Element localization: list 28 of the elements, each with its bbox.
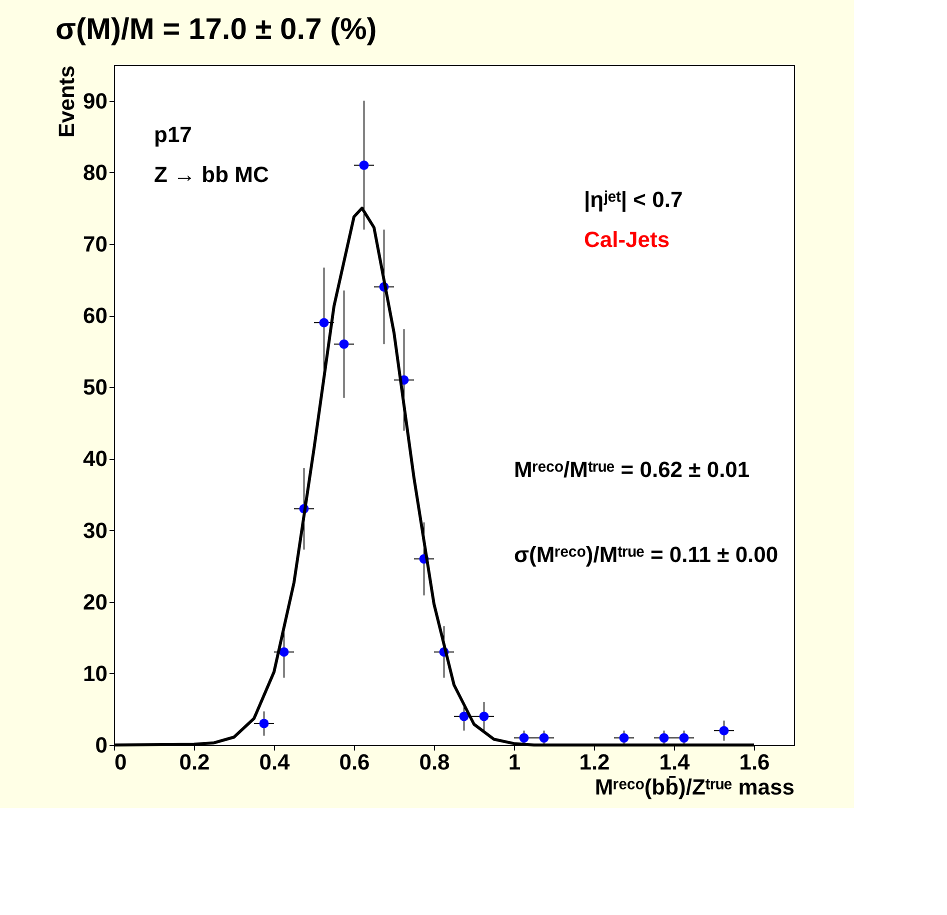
x-tick-label: 1 [508,750,521,774]
x-tick-label: 0.6 [339,750,370,774]
annotation: σ(Mʳᵉᶜᵒ)/Mᵗʳᵘᵉ = 0.11 ± 0.00 [514,542,778,567]
chart-title: σ(M)/M = 17.0 ± 0.7 (%) [56,13,377,46]
y-tick-label: 10 [83,660,108,686]
y-tick-label: 50 [83,374,108,400]
y-tick-label: 80 [83,160,108,185]
y-axis-title: Events [54,66,80,138]
annotation: |ηʲᵉᵗ| < 0.7 [584,187,683,212]
x-tick-label: 1.2 [579,750,610,774]
annotation: p17 [154,122,192,147]
x-axis-title: Mʳᵉᶜᵒ(bb̄)/Zᵗʳᵘᵉ mass [594,774,794,800]
y-tick-label: 40 [83,446,108,472]
y-tick-label: 20 [83,589,108,614]
y-tick-label: 90 [83,88,108,114]
x-tick-label: 0.4 [259,750,291,774]
annotation: Cal-Jets [584,227,670,252]
x-tick-label: 0.2 [179,750,210,774]
x-tick-label: 1.4 [659,750,691,774]
x-tick-label: 0 [114,750,127,774]
annotation: Z → bb MC [154,162,269,187]
y-tick-label: 30 [83,518,108,543]
y-tick-label: 60 [83,303,108,328]
x-tick-label: 1.6 [739,750,770,774]
x-tick-label: 0.8 [419,750,450,774]
y-tick-label: 0 [95,732,108,758]
annotation: Mʳᵉᶜᵒ/Mᵗʳᵘᵉ = 0.62 ± 0.01 [514,457,750,482]
y-tick-label: 70 [83,231,108,256]
